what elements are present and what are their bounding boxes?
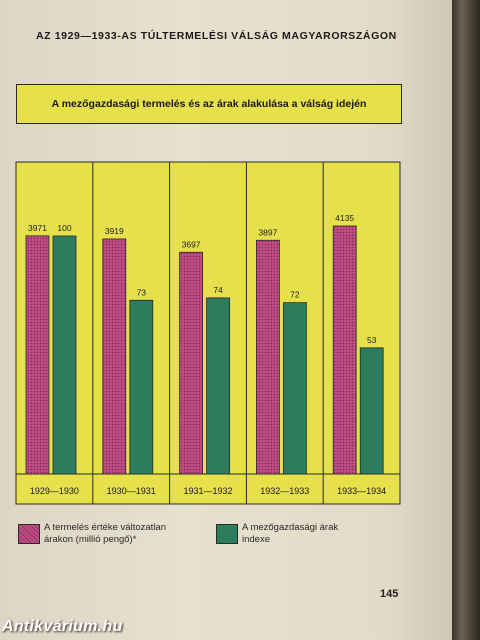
data-label-prices-0: 100 bbox=[57, 223, 71, 233]
category-label-0: 1929—1930 bbox=[30, 486, 79, 496]
watermark-text: Antikvárium.hu bbox=[2, 618, 123, 635]
bar-prices-0 bbox=[52, 235, 77, 475]
data-label-production-1: 3919 bbox=[105, 226, 124, 236]
category-label-1: 1930—1931 bbox=[107, 486, 156, 496]
book-edge bbox=[452, 0, 480, 640]
bar-prices-4 bbox=[359, 347, 384, 475]
data-label-prices-2: 74 bbox=[213, 285, 223, 295]
chart-title: A mezőgazdasági termelés és az árak alak… bbox=[51, 98, 367, 110]
category-label-3: 1932—1933 bbox=[260, 486, 309, 496]
data-label-prices-3: 72 bbox=[290, 290, 300, 300]
chart-title-box: A mezőgazdasági termelés és az árak alak… bbox=[16, 84, 402, 124]
data-label-production-4: 4135 bbox=[335, 213, 354, 223]
bar-prices-3 bbox=[282, 302, 307, 475]
legend-swatch-prices bbox=[216, 524, 238, 544]
data-label-production-0: 3971 bbox=[28, 223, 47, 233]
bar-production-1 bbox=[102, 238, 127, 475]
bar-production-2 bbox=[179, 251, 204, 475]
legend-label-production: A termelés értéke változatlan árakon (mi… bbox=[44, 522, 166, 545]
bar-production-3 bbox=[255, 239, 280, 475]
data-label-prices-1: 73 bbox=[137, 287, 147, 297]
bar-production-0 bbox=[25, 235, 50, 475]
data-label-production-3: 3897 bbox=[258, 227, 277, 237]
page-heading: AZ 1929—1933-AS TÚLTERMELÉSI VÁLSÁG MAGY… bbox=[36, 30, 397, 42]
data-label-prices-4: 53 bbox=[367, 335, 377, 345]
bar-prices-1 bbox=[129, 299, 154, 475]
category-label-4: 1933—1934 bbox=[337, 486, 386, 496]
bar-prices-2 bbox=[206, 297, 231, 475]
book-page: AZ 1929—1933-AS TÚLTERMELÉSI VÁLSÁG MAGY… bbox=[0, 0, 452, 640]
legend-label-prices: A mezőgazdasági árak indexe bbox=[242, 522, 339, 545]
bar-production-4 bbox=[332, 225, 357, 475]
bar-chart: 3971 100 1929—1930 3919 73 1930—1931 3697 74 193… bbox=[15, 161, 401, 505]
data-label-production-2: 3697 bbox=[182, 239, 201, 249]
category-label-2: 1931—1932 bbox=[183, 486, 232, 496]
page-number: 145 bbox=[380, 588, 399, 600]
legend-swatch-production bbox=[18, 524, 40, 544]
